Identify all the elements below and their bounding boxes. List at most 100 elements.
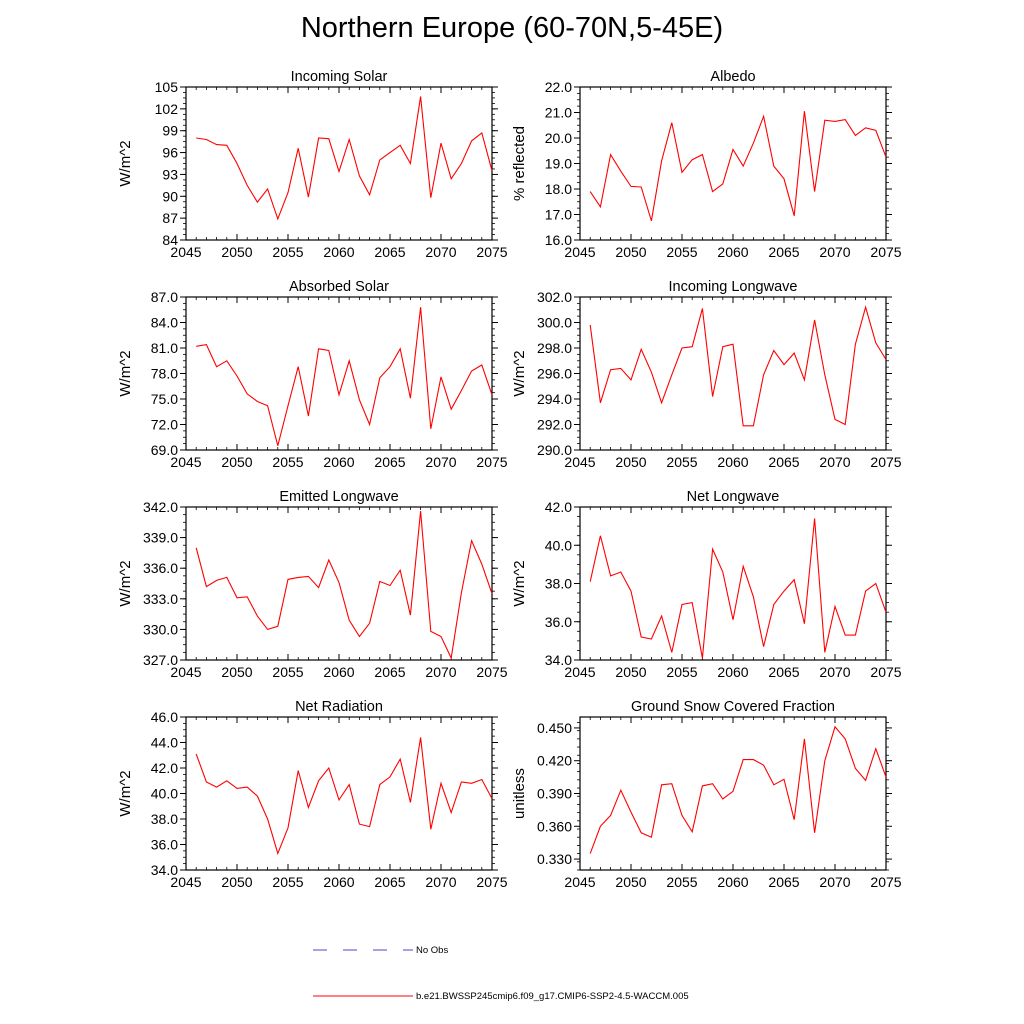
figure-title: Northern Europe (60-70N,5-45E) [300,12,724,44]
y-tick-label: 99 [162,123,178,139]
y-axis-label: W/m^2 [117,140,134,186]
y-tick-label: 90 [162,188,178,204]
y-tick-label: 42.0 [545,499,572,515]
series-line [589,305,887,427]
x-tick-label: 2045 [170,244,201,260]
series-line [195,511,493,660]
y-tick-label: 87.0 [151,289,178,305]
x-tick-label: 2055 [272,664,303,680]
series-line [589,111,887,222]
y-tick-label: 339.0 [143,530,178,546]
x-tick-label: 2065 [374,664,405,680]
x-tick-label: 2070 [819,874,850,890]
x-tick-label: 2050 [221,664,252,680]
plot-frame [185,296,493,451]
y-tick-label: 42.0 [151,760,178,776]
x-tick-label: 2060 [323,454,354,470]
y-tick-label: 294.0 [537,391,572,407]
x-tick-label: 2065 [768,874,799,890]
y-tick-label: 34.0 [545,652,572,668]
x-tick-label: 2055 [272,454,303,470]
y-tick-label: 18.0 [545,181,572,197]
panel-title: Emitted Longwave [279,489,398,505]
x-tick-label: 2060 [717,244,748,260]
panel-ground-snow-covered-fraction: Ground Snow Covered Fraction unitless 2045… [511,699,902,890]
x-tick-label: 2075 [476,454,507,470]
y-tick-label: 78.0 [151,366,178,382]
y-tick-label: 330.0 [143,621,178,637]
y-axis-label: W/m^2 [117,770,134,816]
y-tick-label: 44.0 [151,735,178,751]
y-tick-label: 16.0 [545,232,572,248]
panel-albedo: Albedo % reflected 2045 2050 2055 2060 2065 207… [511,69,902,260]
y-axis-label: W/m^2 [511,560,528,606]
y-tick-label: 0.450 [537,720,572,736]
x-tick-label: 2055 [666,454,697,470]
x-tick-label: 2075 [870,874,901,890]
x-tick-label: 2045 [170,664,201,680]
y-tick-label: 300.0 [537,315,572,331]
series-line [589,518,887,659]
panel-title: Incoming Longwave [669,279,798,295]
y-tick-label: 38.0 [151,811,178,827]
x-tick-label: 2070 [425,454,456,470]
y-tick-label: 96 [162,145,178,161]
y-tick-label: 34.0 [151,862,178,878]
y-tick-label: 22.0 [545,79,572,95]
x-tick-label: 2065 [374,244,405,260]
plot-frame [185,86,493,241]
x-tick-label: 2065 [374,454,405,470]
y-tick-label: 36.0 [151,837,178,853]
plot-frame [579,506,887,661]
x-tick-label: 2075 [870,664,901,680]
plot-frame [579,716,887,871]
x-tick-label: 2065 [768,244,799,260]
legend-model-label: b.e21.BWSSP245cmip6.f09_g17.CMIP6-SSP2-4… [416,991,689,1002]
x-tick-label: 2045 [564,454,595,470]
y-tick-label: 105 [155,79,179,95]
y-tick-label: 40.0 [151,786,178,802]
x-tick-label: 2065 [768,454,799,470]
y-tick-label: 81.0 [151,340,178,356]
y-tick-label: 327.0 [143,652,178,668]
y-tick-label: 292.0 [537,417,572,433]
y-axis-label: unitless [511,768,528,819]
y-tick-label: 21.0 [545,105,572,121]
plot-frame [579,86,887,241]
y-tick-label: 38.0 [545,576,572,592]
x-tick-label: 2045 [170,874,201,890]
panel-title: Absorbed Solar [289,279,389,295]
y-tick-label: 19.0 [545,156,572,172]
panel-title: Ground Snow Covered Fraction [631,699,835,715]
y-tick-label: 102 [155,101,179,117]
x-tick-label: 2075 [870,244,901,260]
panel-net-longwave: Net Longwave W/m^2 2045 2050 2055 2060 2065 207… [511,489,902,680]
x-tick-label: 2055 [272,874,303,890]
y-tick-label: 20.0 [545,130,572,146]
y-tick-label: 17.0 [545,207,572,223]
x-tick-label: 2075 [476,244,507,260]
x-tick-label: 2050 [221,454,252,470]
y-tick-label: 84.0 [151,315,178,331]
y-axis-label: % reflected [511,126,528,201]
x-tick-label: 2055 [666,244,697,260]
x-tick-label: 2045 [170,454,201,470]
x-tick-label: 2060 [323,244,354,260]
legend-obs-label: No Obs [416,945,448,956]
y-axis-label: W/m^2 [117,350,134,396]
y-tick-label: 333.0 [143,591,178,607]
panel-title: Net Radiation [295,699,383,715]
plot-frame [185,716,493,871]
x-tick-label: 2075 [476,874,507,890]
legend: No Obs b.e21.BWSSP245cmip6.f09_g17.CMIP6-… [313,945,689,1002]
y-tick-label: 296.0 [537,366,572,382]
panel-emitted-longwave: Emitted Longwave W/m^2 2045 2050 2055 2060 206… [117,489,508,680]
x-tick-label: 2045 [564,244,595,260]
y-tick-label: 40.0 [545,537,572,553]
panel-incoming-longwave: Incoming Longwave W/m^2 2045 2050 2055 2060 20… [511,279,902,470]
panel-title: Net Longwave [687,489,780,505]
y-tick-label: 93 [162,166,178,182]
y-tick-label: 87 [162,210,178,226]
y-tick-label: 0.330 [537,851,572,867]
y-tick-label: 302.0 [537,289,572,305]
